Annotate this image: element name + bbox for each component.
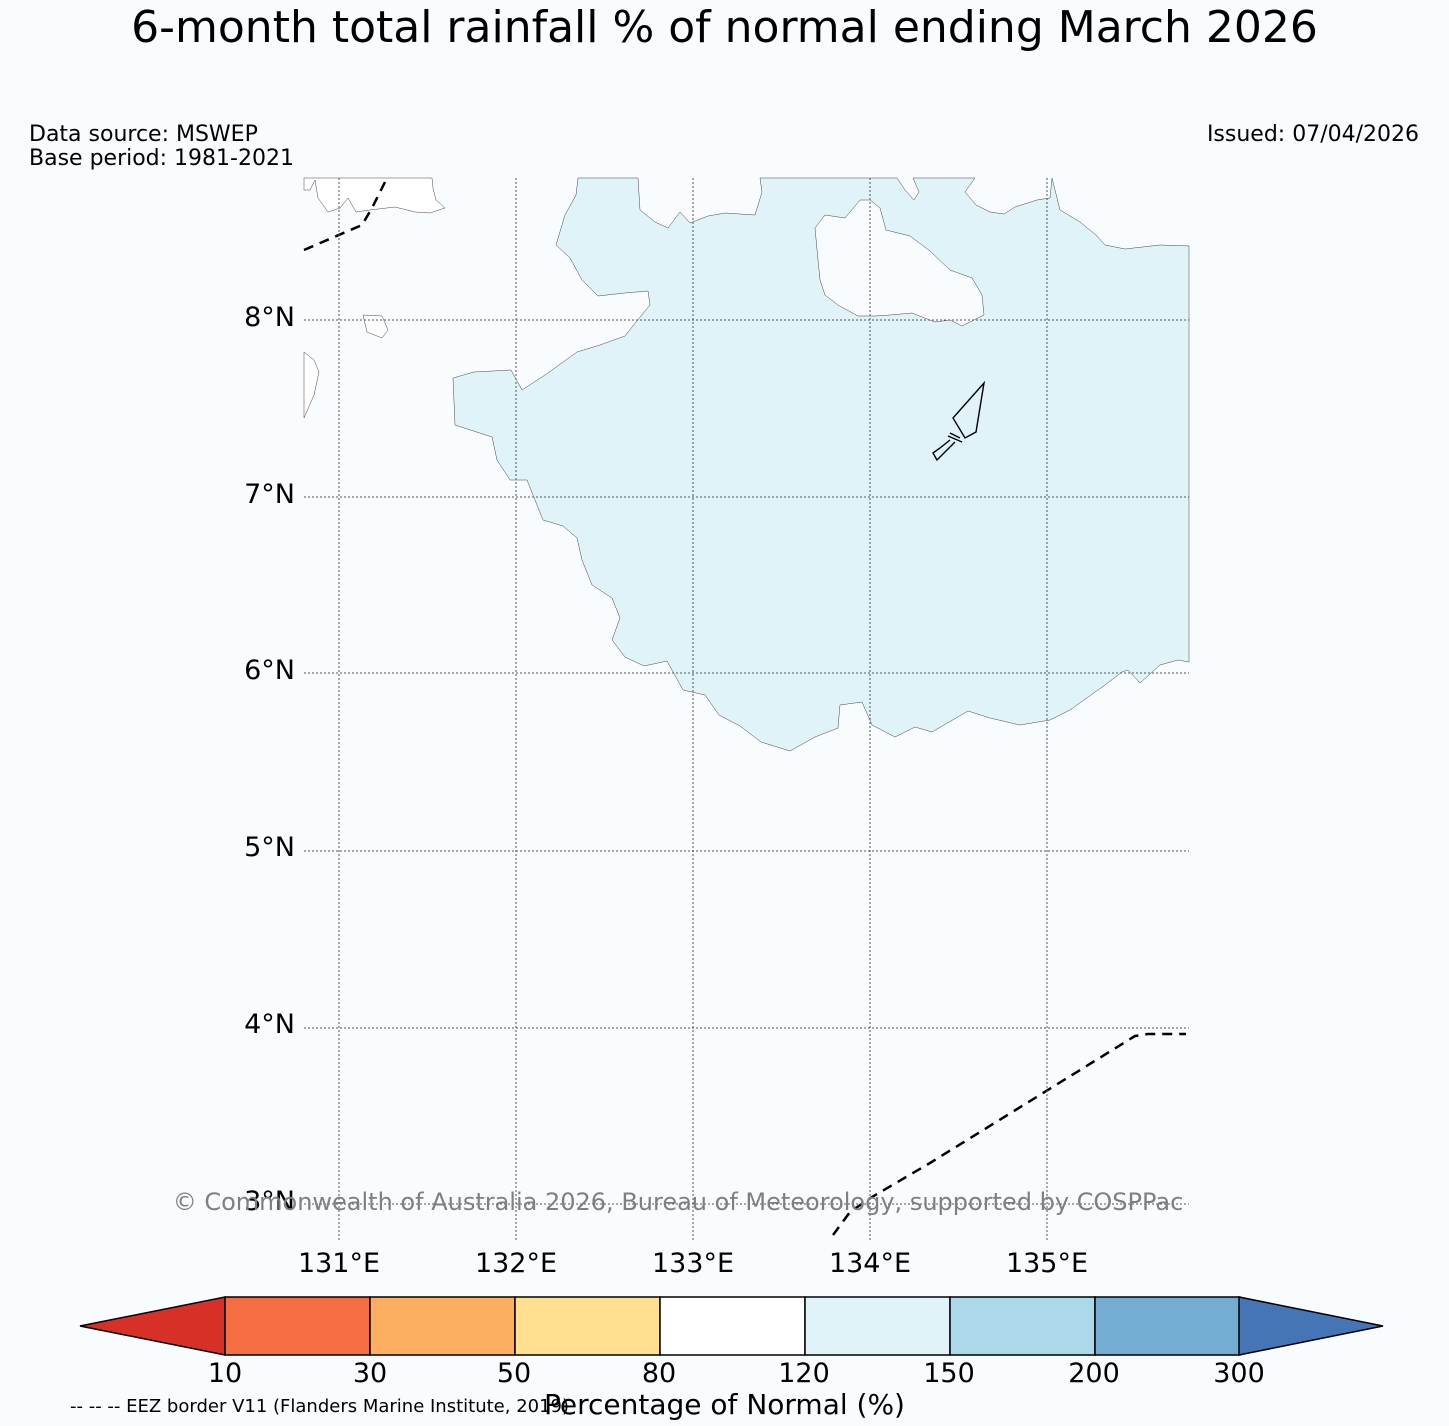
- colorbar-tick-50: 50: [496, 1358, 532, 1389]
- copyright-notice: © Commonwealth of Australia 2026, Bureau…: [172, 1188, 1184, 1216]
- colorbar-box-50: [514, 1296, 661, 1356]
- lon-label-134e: 134°E: [828, 1248, 912, 1279]
- eez-border-north: [303, 181, 387, 252]
- colorbar-box-200: [1094, 1296, 1241, 1356]
- island-small-1: [303, 351, 320, 419]
- eez-legend: -- -- -- EEZ border V11 (Flanders Marine…: [70, 1396, 570, 1417]
- lon-label-135e: 135°E: [1005, 1248, 1089, 1279]
- lat-label-5n: 5°N: [244, 832, 295, 863]
- lat-label-3n: 3°N: [244, 1186, 295, 1217]
- colorbar-tick-150: 150: [923, 1358, 975, 1389]
- island-small-2: [362, 314, 389, 339]
- colorbar-tick-300: 300: [1213, 1358, 1265, 1389]
- colorbar-tick-120: 120: [778, 1358, 830, 1389]
- map-plot-area: [303, 177, 1190, 1242]
- rainfall-region-120-150: [452, 177, 1190, 752]
- eez-border-south: [831, 1032, 1186, 1236]
- data-source: Data source: MSWEP: [29, 122, 258, 147]
- colorbar-label: Percentage of Normal (%): [544, 1388, 905, 1421]
- base-period: Base period: 1981-2021: [29, 146, 294, 171]
- colorbar-box-150: [949, 1296, 1096, 1356]
- lon-label-131e: 131°E: [297, 1248, 381, 1279]
- map-title: 6-month total rainfall % of normal endin…: [131, 2, 1318, 53]
- colorbar-box-30: [369, 1296, 516, 1356]
- map-gridlines: [304, 178, 1189, 1242]
- lat-label-4n: 4°N: [244, 1009, 295, 1040]
- lon-label-133e: 133°E: [651, 1248, 735, 1279]
- colorbar-box-120: [804, 1296, 951, 1356]
- lat-label-8n: 8°N: [244, 302, 295, 333]
- colorbar-tick-200: 200: [1068, 1358, 1120, 1389]
- colorbar-extend-high: [1238, 1296, 1384, 1356]
- lat-label-7n: 7°N: [244, 479, 295, 510]
- island-tobi-outline: [932, 380, 986, 462]
- colorbar-tick-30: 30: [352, 1358, 388, 1389]
- colorbar-box-10: [224, 1296, 371, 1356]
- colorbar: [79, 1296, 1384, 1356]
- island-north-west: [303, 177, 446, 214]
- colorbar-extend-low: [79, 1296, 226, 1356]
- colorbar-tick-10: 10: [207, 1358, 243, 1389]
- colorbar-box-80: [659, 1296, 806, 1356]
- colorbar-tick-80: 80: [641, 1358, 677, 1389]
- issued-date: Issued: 07/04/2026: [1206, 122, 1419, 147]
- lon-label-132e: 132°E: [474, 1248, 558, 1279]
- lat-label-6n: 6°N: [244, 655, 295, 686]
